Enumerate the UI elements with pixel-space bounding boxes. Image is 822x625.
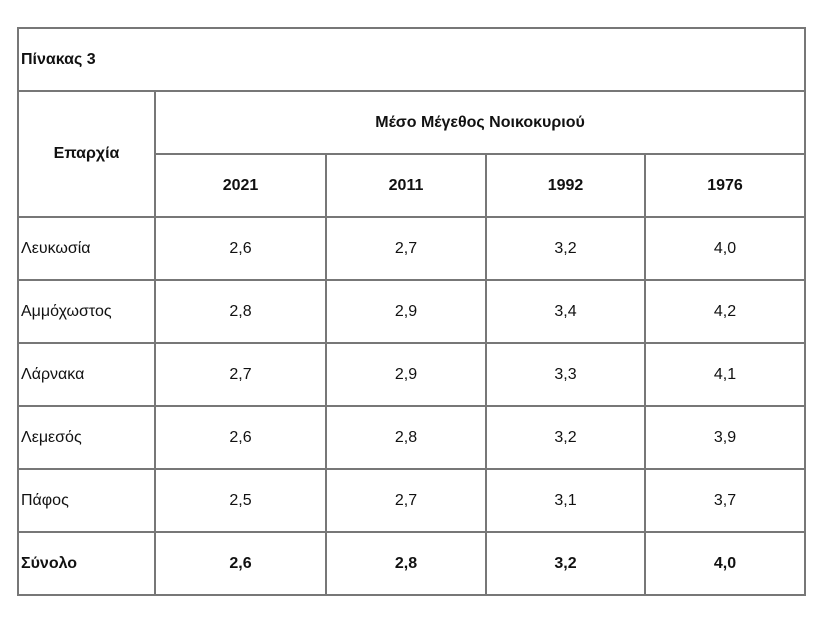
region-name-cell: Σύνολο <box>17 531 156 596</box>
value-cell: 2,6 <box>154 405 327 470</box>
table-row: Πάφος 2,5 2,7 3,1 3,7 <box>17 468 807 533</box>
value-cell: 2,7 <box>154 342 327 407</box>
value-cell: 2,8 <box>325 405 487 470</box>
region-name-cell: Λάρνακα <box>17 342 156 407</box>
value-cell: 3,2 <box>485 405 646 470</box>
value-cell: 2,7 <box>325 216 487 281</box>
value-cell: 3,9 <box>643 405 807 470</box>
year-header: 2021 <box>154 153 327 218</box>
value-cell: 4,2 <box>643 279 807 344</box>
value-cell: 2,9 <box>325 342 487 407</box>
value-cell: 2,5 <box>154 468 327 533</box>
region-name-cell: Λεμεσός <box>17 405 156 470</box>
table-row: Λευκωσία 2,6 2,7 3,2 4,0 <box>17 216 807 281</box>
value-cell: 3,7 <box>643 468 807 533</box>
value-cell: 3,2 <box>485 216 646 281</box>
region-name-cell: Αμμόχωστος <box>17 279 156 344</box>
region-name-cell: Λευκωσία <box>17 216 156 281</box>
year-header: 1992 <box>485 153 646 218</box>
header-row-years: 2021 2011 1992 1976 <box>18 153 807 218</box>
table-row: Αμμόχωστος 2,8 2,9 3,4 4,2 <box>17 279 807 344</box>
value-cell: 4,1 <box>643 342 807 407</box>
value-cell: 3,3 <box>485 342 646 407</box>
value-cell: 4,0 <box>643 531 807 596</box>
household-size-table: Πίνακας 3 Επαρχία Μέσο Μέγεθος Νοικοκυρι… <box>16 27 807 596</box>
table-title: Πίνακας 3 <box>16 27 807 92</box>
year-header: 1976 <box>643 153 807 218</box>
household-size-group-header: Μέσο Μέγεθος Νοικοκυριού <box>153 90 807 155</box>
value-cell: 3,1 <box>485 468 646 533</box>
value-cell: 2,8 <box>154 279 327 344</box>
value-cell: 2,6 <box>154 531 327 596</box>
year-header: 2011 <box>325 153 487 218</box>
table-title-row: Πίνακας 3 <box>16 27 807 92</box>
value-cell: 4,0 <box>643 216 807 281</box>
total-row: Σύνολο 2,6 2,8 3,2 4,0 <box>17 531 807 596</box>
value-cell: 3,4 <box>485 279 646 344</box>
table-row: Λάρνακα 2,7 2,9 3,3 4,1 <box>17 342 807 407</box>
table-row: Λεμεσός 2,6 2,8 3,2 3,9 <box>17 405 807 470</box>
region-name-cell: Πάφος <box>17 468 156 533</box>
header-row-group: Επαρχία Μέσο Μέγεθος Νοικοκυριού <box>17 90 807 218</box>
value-cell: 3,2 <box>485 531 646 596</box>
value-cell: 2,7 <box>325 468 487 533</box>
value-cell: 2,6 <box>154 216 327 281</box>
region-column-header: Επαρχία <box>17 90 156 218</box>
value-cell: 2,8 <box>325 531 487 596</box>
value-cell: 2,9 <box>325 279 487 344</box>
